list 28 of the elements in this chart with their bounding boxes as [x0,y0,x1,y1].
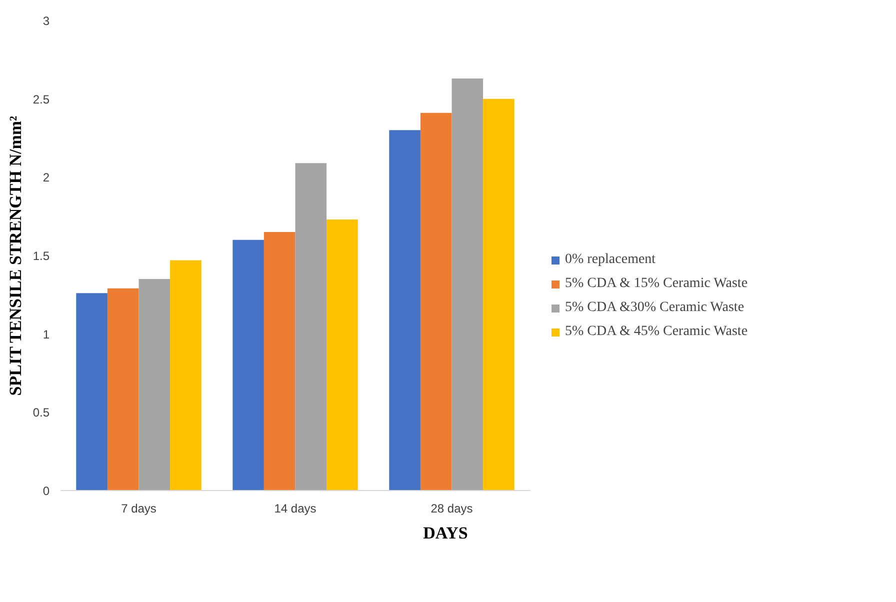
x-tick-label: 28 days [430,502,473,516]
legend-label: 5% CDA &30% Ceramic Waste [565,300,744,316]
y-tick-label: 0.5 [32,406,50,420]
bar [389,130,420,490]
bar [170,260,202,490]
y-tick-label: 0 [42,484,50,498]
y-tick-label: 2.5 [32,92,50,106]
y-tick-label: 2 [42,170,50,185]
x-axis-title: DAYS [423,524,468,542]
bar [295,163,327,490]
bar [107,288,139,490]
bar [420,112,452,490]
bar [264,232,296,490]
x-tick-label: 14 days [274,502,316,516]
bar [483,98,514,490]
x-tick-label: 7 days [121,502,156,516]
bar [326,219,358,490]
y-axis-title: SPLIT TENSILE STRENGTH N/mm² [6,116,25,396]
y-tick-label: 3 [42,14,50,28]
bar [452,78,484,490]
legend-label: 0% replacement [565,252,656,268]
bar [232,240,264,490]
legend-label: 5% CDA & 15% Ceramic Waste [565,276,748,292]
y-tick-label: 1 [42,327,50,342]
bar [76,293,108,490]
bar [138,279,170,490]
legend-label: 5% CDA & 45% Ceramic Waste [565,324,748,340]
y-tick-label: 1.5 [32,249,50,263]
